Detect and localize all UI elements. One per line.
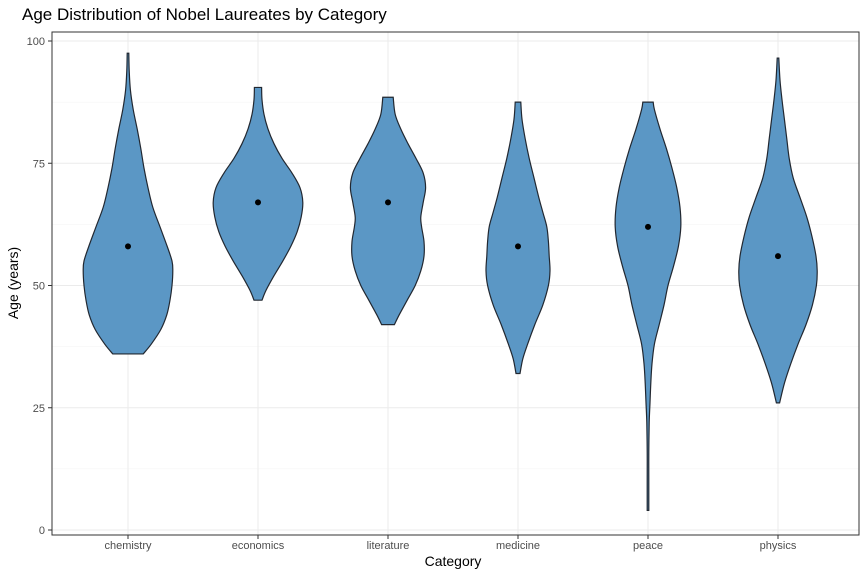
median-point-medicine — [515, 243, 521, 250]
x-axis-title: Category — [425, 553, 482, 569]
gridlines — [52, 32, 859, 535]
median-point-literature — [385, 199, 391, 206]
median-point-chemistry — [125, 243, 131, 250]
violin-literature — [349, 96, 427, 326]
violin-chemistry — [82, 52, 174, 355]
y-tick-label: 25 — [33, 403, 45, 415]
y-tick-label: 75 — [33, 158, 45, 170]
median-point-peace — [645, 223, 651, 230]
panel-border — [51, 31, 860, 536]
x-tick-label-chemistry: chemistry — [104, 540, 152, 552]
y-tick-label: 100 — [27, 36, 45, 48]
violin-physics — [738, 57, 818, 404]
y-tick-label: 0 — [39, 525, 45, 537]
x-tick-label-economics: economics — [232, 540, 285, 552]
violin-medicine — [485, 101, 551, 375]
median-points — [125, 199, 781, 260]
plot-panel — [51, 31, 860, 536]
y-axis: 0 25 50 75 100 — [27, 36, 52, 537]
x-tick-label-medicine: medicine — [496, 540, 540, 552]
x-tick-label-literature: literature — [367, 540, 410, 552]
median-point-physics — [775, 253, 781, 260]
violin-economics — [212, 86, 304, 301]
median-point-economics — [255, 199, 261, 206]
x-tick-label-peace: peace — [633, 540, 663, 552]
y-axis-title: Age (years) — [5, 247, 21, 319]
violin-peace — [614, 101, 682, 512]
x-tick-label-physics: physics — [760, 540, 797, 552]
violins — [82, 52, 818, 512]
x-axis: chemistry economics literature medicine peac… — [104, 535, 797, 552]
chart-title: Age Distribution of Nobel Laureates by C… — [22, 5, 387, 24]
y-tick-label: 50 — [33, 281, 45, 293]
